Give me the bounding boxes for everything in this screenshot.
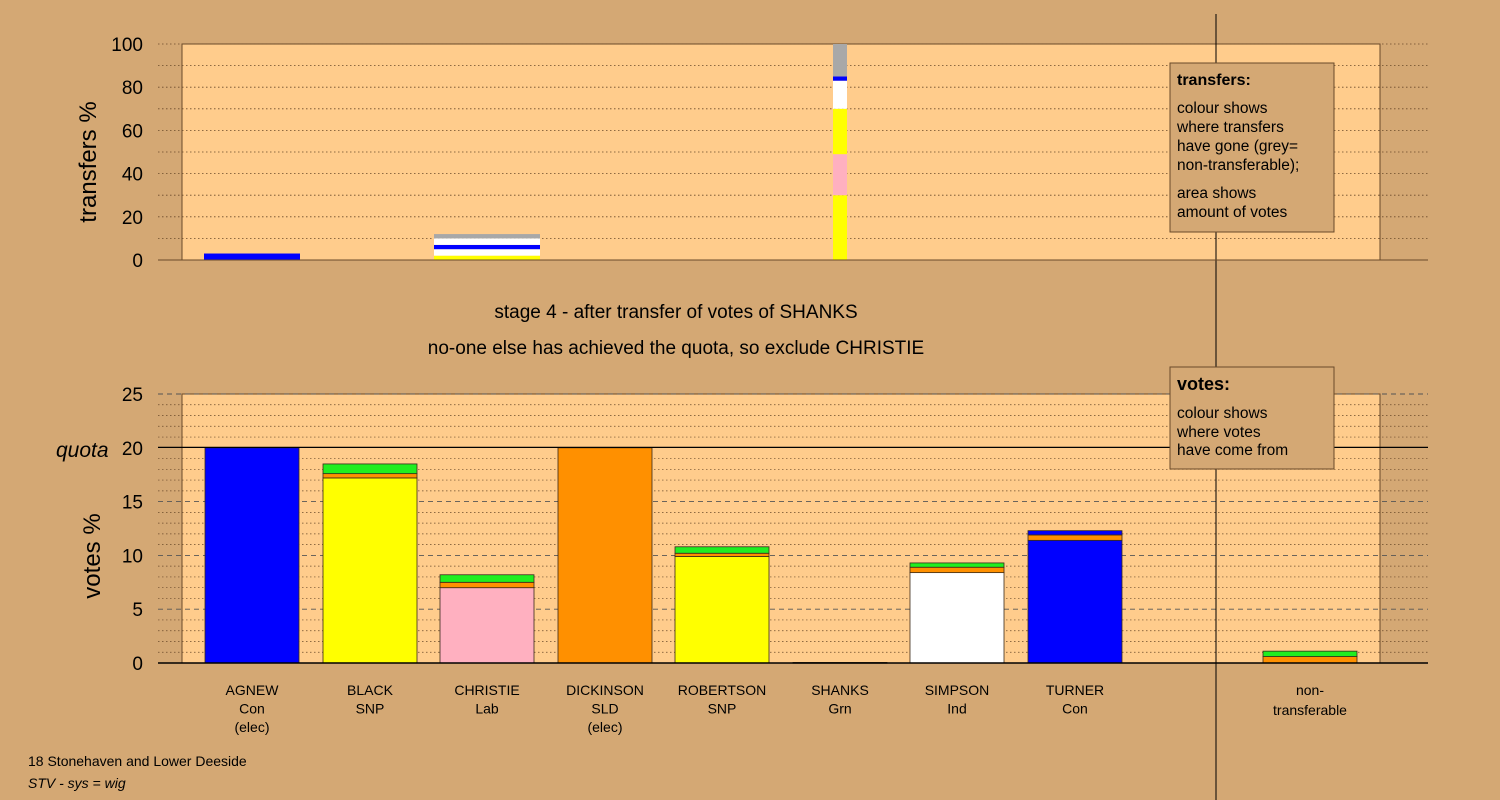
transfer-segment-ind (833, 80, 847, 109)
transfers-tick-label: 20 (122, 208, 143, 229)
candidate-name: TURNER (1046, 682, 1104, 698)
vote-segment-grn (322, 463, 418, 475)
nontransferable-label-2: transferable (1273, 702, 1347, 718)
transfers-legend: transfers: colour shows where transfers … (1169, 62, 1335, 233)
vote-segment-con (1027, 539, 1123, 664)
transfers-legend-title: transfers: (1177, 72, 1251, 89)
transfer-segment-con (434, 244, 540, 250)
status-text: no-one else has achieved the quota, so e… (428, 338, 924, 359)
vote-bar (557, 447, 653, 664)
vote-bar (1262, 650, 1358, 664)
vote-segment-con (204, 447, 300, 664)
votes-legend-line: where votes (1176, 424, 1261, 441)
vote-segment-sld (674, 552, 770, 557)
vote-bar (322, 463, 418, 664)
vote-segment-lab (439, 587, 535, 664)
vote-bar (1027, 530, 1123, 664)
vote-segment-sld (909, 566, 1005, 574)
transfers-tick-label: 100 (111, 35, 143, 56)
candidate-status: (elec) (587, 719, 622, 735)
transfers-axis-title: transfers % (75, 101, 102, 222)
quota-label: quota (56, 439, 109, 462)
tick-layer: 0 20 40 60 80 100 0 5 10 15 20 25 (111, 35, 143, 675)
transfer-segment-con (204, 253, 300, 260)
vote-segment-sld (1027, 534, 1123, 541)
footer-system: STV - sys = wig (28, 775, 126, 791)
vote-segment-grn (909, 562, 1005, 568)
vote-segment-snp (322, 477, 418, 664)
candidate-name: SIMPSON (925, 682, 990, 698)
votes-tick-label: 0 (132, 654, 143, 675)
candidate-party: Lab (475, 701, 499, 717)
bar-layer (204, 44, 1358, 664)
nontransferable-label-1: non- (1296, 682, 1324, 698)
candidate-party: SNP (356, 701, 385, 717)
candidate-name: SHANKS (811, 682, 869, 698)
footer-constituency: 18 Stonehaven and Lower Deeside (28, 753, 247, 769)
transfer-segment-non_transferable (434, 234, 540, 239)
transfers-legend-line: area shows (1177, 185, 1257, 202)
transfer-segment-con (833, 76, 847, 81)
transfers-legend-line: where transfers (1176, 119, 1284, 136)
vote-bar (909, 562, 1005, 664)
vote-bar (674, 546, 770, 664)
transfer-segment-snp (833, 195, 847, 260)
candidate-party: Con (239, 701, 265, 717)
votes-legend: votes: colour shows where votes have com… (1169, 366, 1335, 470)
vote-segment-sld (557, 447, 653, 664)
transfer-segment-snp (833, 108, 847, 155)
vote-segment-grn (674, 546, 770, 554)
vote-segment-sld (322, 473, 418, 479)
candidate-party: Con (1062, 701, 1088, 717)
transfer-segment-non_transferable (833, 44, 847, 77)
transfers-legend-line: amount of votes (1177, 204, 1288, 221)
votes-legend-line: colour shows (1177, 405, 1268, 422)
votes-legend-line: have come from (1177, 442, 1288, 459)
vote-segment-grn (1262, 650, 1358, 657)
votes-tick-label: 15 (122, 493, 143, 514)
vote-segment-grn (439, 574, 535, 583)
candidate-name: ROBERTSON (678, 682, 766, 698)
vote-segment-sld (1262, 656, 1358, 664)
votes-legend-box (1169, 366, 1335, 470)
transfers-tick-label: 80 (122, 78, 143, 99)
transfer-segment-ind (434, 249, 540, 256)
transfers-legend-line: non-transferable); (1177, 157, 1299, 174)
candidate-name: CHRISTIE (454, 682, 519, 698)
transfers-tick-label: 0 (132, 251, 143, 272)
votes-legend-title: votes: (1177, 374, 1230, 394)
transfer-segment-lab (833, 154, 847, 196)
transfers-tick-label: 40 (122, 165, 143, 186)
vote-segment-ind (909, 572, 1005, 664)
transfers-legend-line: colour shows (1177, 100, 1268, 117)
candidate-party: SLD (591, 701, 618, 717)
vote-segment-snp (674, 556, 770, 664)
stage-text: stage 4 - after transfer of votes of SHA… (494, 302, 857, 323)
transfers-legend-line: have gone (grey= (1177, 138, 1298, 155)
vote-bar (204, 447, 300, 664)
candidate-name: BLACK (347, 682, 394, 698)
votes-tick-label: 10 (122, 546, 143, 567)
votes-tick-label: 20 (122, 439, 143, 460)
transfer-segment-ind (434, 238, 540, 245)
votes-tick-label: 25 (122, 385, 143, 406)
transfers-legend-box (1169, 62, 1335, 233)
candidate-labels: AGNEW Con (elec) BLACK SNP CHRISTIE Lab DICKINS… (226, 682, 1105, 735)
vote-segment-con (1027, 530, 1123, 536)
vote-segment-sld (439, 581, 535, 589)
candidate-name: DICKINSON (566, 682, 644, 698)
transfers-tick-label: 60 (122, 121, 143, 142)
candidate-party: SNP (708, 701, 737, 717)
votes-axis-title: votes % (79, 513, 106, 598)
candidate-party: Ind (947, 701, 966, 717)
vote-bar (439, 574, 535, 664)
candidate-status: (elec) (234, 719, 269, 735)
votes-tick-label: 5 (132, 600, 143, 621)
candidate-party: Grn (828, 701, 851, 717)
transfer-segment-snp (434, 255, 540, 260)
candidate-name: AGNEW (226, 682, 280, 698)
